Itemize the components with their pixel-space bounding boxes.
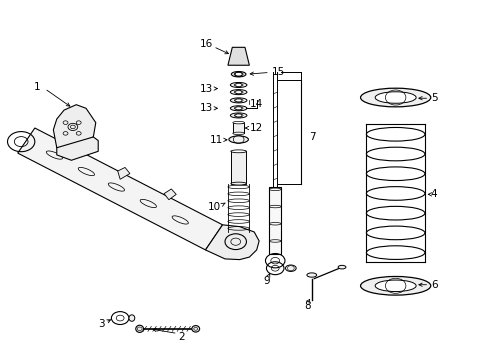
Ellipse shape [129, 315, 135, 321]
Ellipse shape [374, 280, 415, 292]
Ellipse shape [136, 325, 143, 332]
Ellipse shape [191, 325, 199, 332]
Ellipse shape [360, 276, 430, 295]
Ellipse shape [374, 92, 415, 103]
Text: 2: 2 [178, 332, 185, 342]
Text: 9: 9 [263, 276, 269, 286]
Text: 15: 15 [271, 67, 284, 77]
Polygon shape [118, 167, 130, 179]
Text: 7: 7 [308, 132, 315, 142]
Ellipse shape [232, 121, 244, 124]
Ellipse shape [234, 114, 243, 117]
Text: 1: 1 [34, 82, 41, 92]
Ellipse shape [234, 91, 243, 94]
Text: 3: 3 [98, 319, 104, 329]
Text: 13: 13 [199, 84, 212, 94]
Text: 12: 12 [249, 123, 262, 133]
Bar [230, 151, 246, 184]
Ellipse shape [285, 265, 296, 271]
Text: 5: 5 [430, 93, 436, 103]
Ellipse shape [234, 72, 243, 76]
Text: 14: 14 [249, 99, 262, 109]
Polygon shape [18, 128, 222, 250]
Ellipse shape [306, 273, 316, 277]
Ellipse shape [230, 113, 246, 118]
Text: 11: 11 [209, 135, 222, 145]
Ellipse shape [230, 182, 246, 185]
Ellipse shape [230, 82, 246, 87]
Ellipse shape [231, 72, 245, 77]
Ellipse shape [230, 98, 246, 103]
Bar [269, 187, 281, 254]
Ellipse shape [360, 88, 430, 107]
Polygon shape [53, 105, 96, 148]
Polygon shape [163, 189, 176, 200]
Ellipse shape [234, 84, 243, 86]
Bar [232, 123, 244, 134]
Polygon shape [57, 137, 98, 160]
Ellipse shape [230, 90, 246, 95]
Ellipse shape [230, 106, 246, 111]
Polygon shape [227, 47, 249, 65]
Ellipse shape [234, 107, 243, 110]
Ellipse shape [232, 132, 244, 135]
Text: 8: 8 [304, 301, 310, 311]
Text: 16: 16 [199, 40, 212, 49]
Text: 10: 10 [207, 202, 221, 212]
Text: 6: 6 [430, 280, 436, 290]
Ellipse shape [230, 150, 246, 153]
Ellipse shape [337, 265, 345, 269]
Text: 4: 4 [430, 189, 436, 199]
Polygon shape [205, 225, 259, 260]
Text: 13: 13 [199, 103, 212, 113]
Ellipse shape [228, 136, 248, 143]
Ellipse shape [234, 99, 243, 102]
